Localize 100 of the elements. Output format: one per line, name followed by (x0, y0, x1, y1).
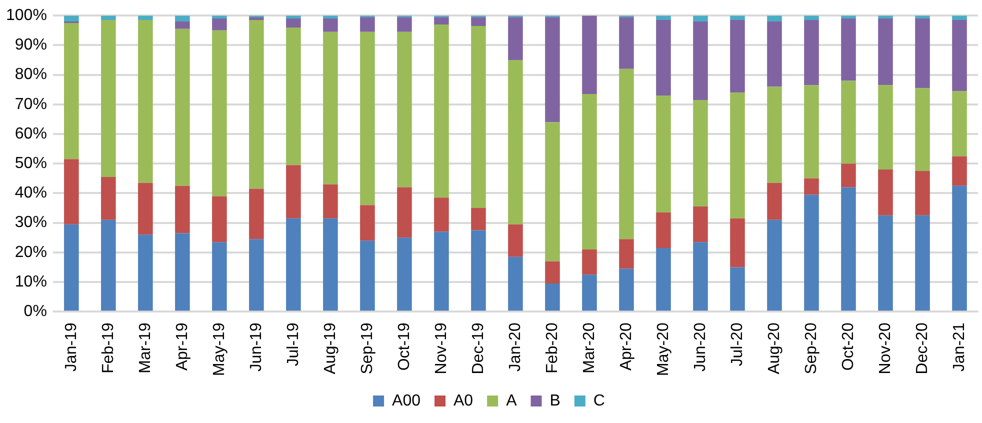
x-tick-label: Apr-19 (174, 322, 191, 371)
bar (767, 22, 782, 87)
bar (693, 206, 708, 242)
bar (360, 17, 375, 32)
bar (471, 208, 486, 230)
x-tick-label: Jul-20 (728, 322, 746, 366)
bar (952, 20, 967, 92)
bar (397, 32, 412, 188)
bar (471, 26, 486, 208)
x-tick-label: Aug-20 (766, 322, 783, 374)
bar (175, 28, 190, 186)
x-tick-label: Feb-20 (544, 322, 561, 374)
bar (656, 96, 671, 212)
bar (730, 92, 745, 218)
bar (138, 234, 153, 311)
bar (767, 220, 782, 311)
x-tick-label: Nov-19 (432, 322, 450, 374)
bar (360, 240, 375, 311)
bar (323, 218, 338, 311)
bar (952, 186, 967, 311)
bar (212, 30, 227, 196)
x-tick-label: Jan-21 (950, 322, 968, 372)
bar (508, 256, 523, 311)
bar (212, 196, 227, 242)
bar (841, 80, 856, 164)
bar (175, 186, 190, 234)
bar (656, 212, 671, 248)
bar (434, 17, 449, 24)
bar (545, 122, 560, 262)
bar (841, 18, 856, 81)
bar (693, 100, 708, 207)
bar (841, 187, 856, 311)
bar (915, 215, 930, 311)
bar (101, 220, 116, 311)
bar (434, 24, 449, 198)
bar (64, 159, 79, 224)
bar (397, 17, 412, 32)
x-tick-label: Feb-19 (100, 322, 117, 374)
bar (249, 188, 264, 240)
y-tick-label: 40% (14, 184, 47, 202)
bar (656, 248, 671, 311)
bar (619, 17, 634, 69)
bar (952, 16, 967, 20)
y-tick-label: 20% (14, 244, 47, 261)
y-tick-label: 90% (14, 36, 47, 54)
bar (397, 238, 412, 311)
bar (767, 86, 782, 183)
bar (730, 16, 745, 20)
bar (323, 32, 338, 184)
bar (360, 32, 375, 206)
bar (767, 16, 782, 22)
bar (434, 232, 449, 311)
bar (249, 17, 264, 20)
bar (508, 60, 523, 224)
x-tick-label: Mar-19 (136, 322, 154, 374)
bar (471, 230, 486, 311)
x-tick-label: Apr-20 (618, 322, 635, 371)
bar (545, 17, 560, 122)
bar (693, 242, 708, 311)
bar (582, 274, 597, 311)
bar (286, 218, 301, 311)
bar (915, 18, 930, 88)
legend-label: A00 (392, 392, 421, 410)
bar (878, 170, 893, 216)
bar (841, 164, 856, 188)
bar (730, 218, 745, 268)
bar (138, 182, 153, 235)
bar (952, 91, 967, 156)
bar (397, 187, 412, 238)
bar (286, 165, 301, 218)
x-tick-label: May-19 (210, 322, 228, 376)
bar (360, 205, 375, 241)
bar (582, 249, 597, 275)
bar (693, 16, 708, 22)
bar (138, 20, 153, 183)
bar (101, 176, 116, 220)
bar (175, 22, 190, 29)
y-tick-label: 70% (14, 96, 47, 113)
bar (471, 17, 486, 26)
bar (767, 182, 782, 220)
bar (656, 20, 671, 96)
bar (545, 261, 560, 284)
bar (730, 20, 745, 93)
bar (249, 20, 264, 189)
bar (101, 20, 116, 177)
bar (508, 17, 523, 60)
bar (286, 27, 301, 166)
bar (878, 85, 893, 170)
x-tick-label: Jan-20 (506, 322, 524, 372)
x-tick-label: May-20 (654, 322, 672, 376)
bar (545, 284, 560, 311)
x-tick-label: Jun-20 (692, 322, 709, 372)
y-tick-label: 0% (24, 303, 47, 320)
x-tick-label: Jul-19 (284, 322, 302, 366)
bar (323, 184, 338, 218)
x-tick-label: Mar-20 (580, 322, 598, 374)
bar (693, 22, 708, 100)
bar (582, 94, 597, 250)
bar (656, 16, 671, 20)
bar (582, 16, 597, 94)
